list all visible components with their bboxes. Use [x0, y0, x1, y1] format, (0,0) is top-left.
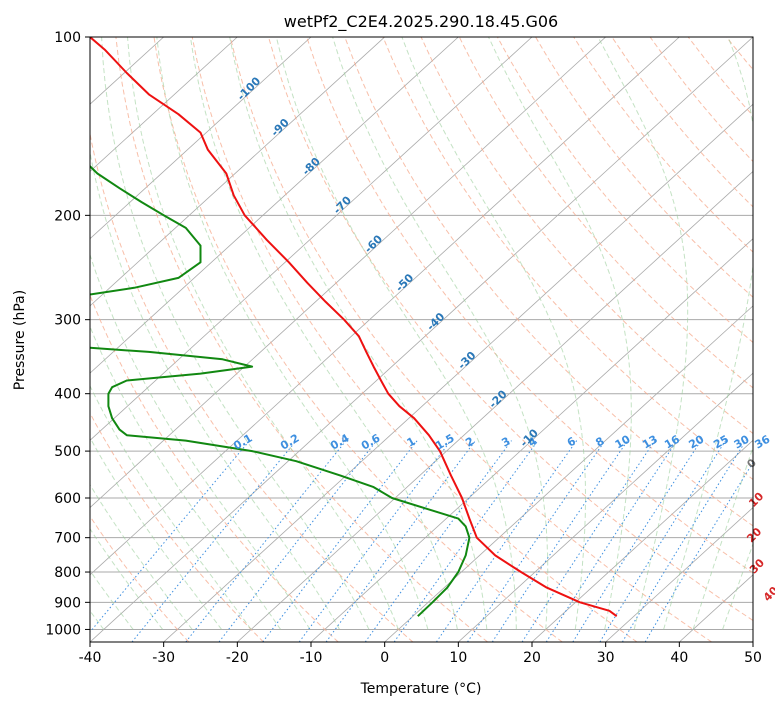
mixing-ratio-line: [435, 440, 578, 642]
dry-adiabat: [344, 37, 753, 527]
mixing-ratio-line: [218, 440, 378, 642]
isotherm-line: [605, 507, 753, 642]
mixing-ratio-line: [90, 440, 250, 633]
y-tick-label: 700: [54, 531, 81, 547]
isotherm-line: [90, 37, 312, 240]
moist-adiabat: [597, 37, 689, 630]
mixing-ratio-line: [621, 440, 747, 642]
isotherm-line: [384, 305, 753, 642]
dry-adiabat: [115, 37, 488, 642]
x-tick-label: 40: [670, 650, 688, 666]
mixing-ratio-line: [599, 440, 727, 642]
background-lines: [90, 37, 753, 642]
dry-adiabat: [306, 37, 753, 574]
isotherm-line: [90, 37, 753, 642]
x-tick-label: -30: [152, 650, 175, 666]
isotherm-line: [531, 439, 753, 642]
y-axis-title: Pressure (hPa): [12, 290, 28, 390]
x-tick-label: 0: [380, 650, 389, 666]
mixing-ratio-line: [572, 440, 702, 642]
moist-adiabat: [722, 542, 753, 630]
dry-adiabat: [90, 412, 264, 642]
x-tick-label: -40: [79, 650, 102, 666]
dry-adiabat: [268, 37, 753, 622]
mixing-ratio-line: [644, 461, 753, 642]
x-tick-label: 20: [523, 650, 541, 666]
moist-adiabat: [692, 445, 753, 630]
dry-adiabat: [229, 37, 712, 642]
x-tick-label: -10: [300, 650, 323, 666]
y-tick-label: 600: [54, 491, 81, 507]
plot-frame: [89, 36, 754, 643]
x-axis: -40 -30 -20 -10 0 10 20 30 40 50: [79, 642, 762, 666]
moist-adiabat: [275, 37, 517, 630]
moist-adiabat: [90, 436, 222, 630]
isotherm-line: [237, 170, 753, 642]
y-tick-label: 900: [54, 595, 81, 611]
dry-adiabat: [496, 37, 753, 344]
dry-adiabat: [90, 131, 414, 642]
isotherm-line: [90, 37, 606, 509]
dry-adiabat: [153, 37, 563, 642]
y-tick-label: 400: [54, 387, 81, 403]
isotherm-line: [163, 103, 753, 642]
y-tick-label: 500: [54, 444, 81, 460]
mixing-ratio-line: [491, 440, 629, 642]
y-tick-label: 300: [54, 313, 81, 329]
mixing-ratio-line: [364, 440, 512, 642]
mixing-ratio-line: [521, 440, 656, 642]
dry-adiabat: [191, 37, 638, 642]
moist-adiabat: [90, 149, 340, 630]
isotherm-line: [90, 37, 238, 172]
x-tick-label: -20: [226, 650, 249, 666]
x-tick-label: 10: [449, 650, 467, 666]
moist-adiabat: [127, 37, 399, 630]
chart-title: wetPf2_C2E4.2025.290.18.45.G06: [284, 12, 558, 32]
series-layer: [90, 37, 618, 618]
dewpoint-line: [90, 164, 471, 617]
x-tick-label: 30: [597, 650, 615, 666]
moist-adiabat: [488, 37, 632, 630]
temperature-line: [90, 37, 618, 618]
dry-adiabat: [420, 37, 753, 435]
mixing-ratio-line: [325, 440, 476, 642]
mixing-ratio-line: [467, 440, 606, 642]
mixing-ratio-line: [545, 440, 678, 642]
moist-adiabat: [229, 37, 488, 630]
moist-adiabat: [101, 37, 370, 630]
isotherm-line: [90, 37, 533, 441]
isotherm-line: [90, 37, 459, 374]
moist-adiabat: [156, 37, 429, 630]
y-tick-label: 800: [54, 565, 81, 581]
mixing-ratio-line: [131, 440, 297, 642]
moist-adiabat: [663, 37, 753, 630]
moist-adiabat: [90, 569, 134, 630]
isotherm-line: [90, 37, 680, 576]
x-tick-label: 50: [744, 650, 762, 666]
y-tick-label: 1000: [45, 622, 81, 638]
y-axis: 100 200 300 400 500 600 700 800 900 1000: [45, 30, 90, 638]
y-tick-label: 100: [54, 30, 81, 46]
moist-adiabat: [90, 483, 193, 630]
y-tick-label: 200: [54, 208, 81, 224]
moist-adiabat: [90, 384, 252, 630]
isotherm-line: [90, 37, 385, 307]
dry-adiabat: [535, 37, 753, 298]
dry-adiabat: [382, 37, 753, 481]
moist-adiabat: [90, 253, 311, 630]
isotherm-line: [458, 372, 753, 642]
x-axis-title: Temperature (°C): [360, 681, 482, 697]
moist-adiabat: [90, 325, 282, 630]
moist-adiabat: [90, 527, 164, 630]
